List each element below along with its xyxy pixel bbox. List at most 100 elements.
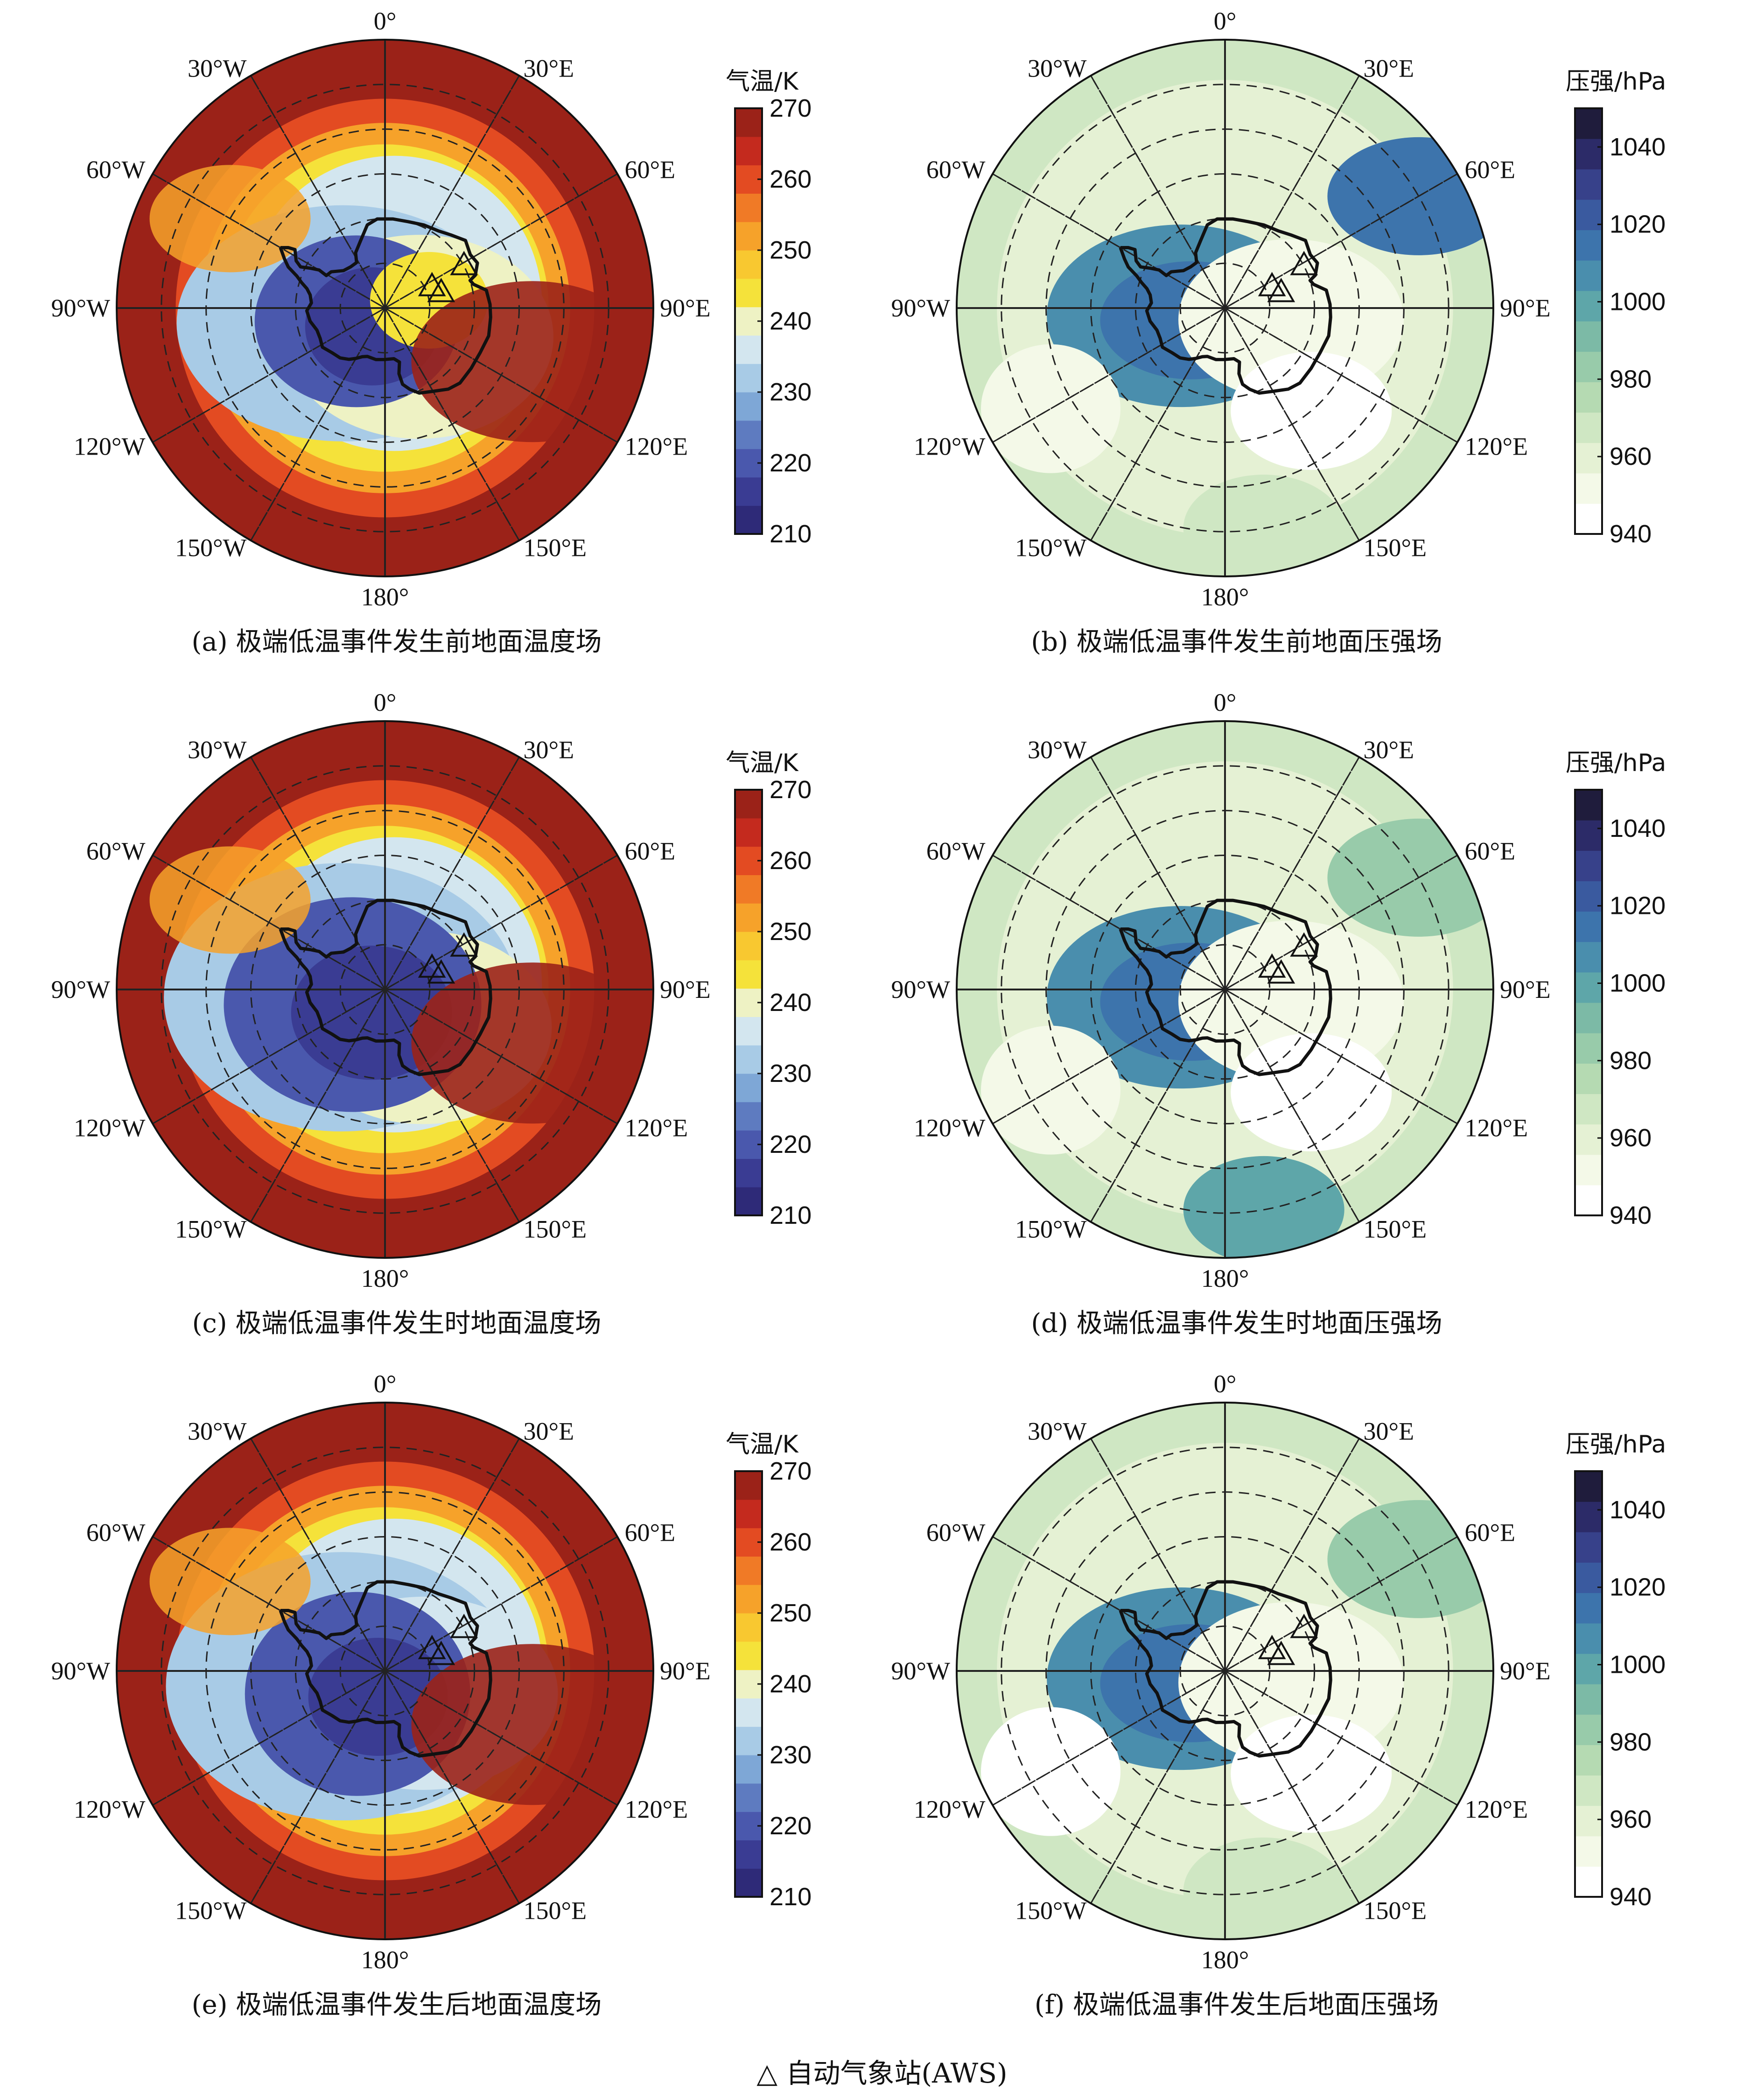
colorbar-swatch: [735, 1868, 762, 1897]
colorbar-swatch: [735, 1641, 762, 1670]
map-boundary: [956, 39, 1494, 577]
longitude-label: 30°E: [524, 736, 574, 764]
colorbar-swatch: [1575, 169, 1602, 200]
longitude-label: 60°W: [926, 156, 986, 184]
colorbar-tick-label: 270: [770, 776, 812, 804]
colorbar-swatch: [1575, 442, 1602, 474]
aws-station-triangle: [450, 1614, 478, 1638]
colorbar-tick-label: 1020: [1610, 211, 1666, 239]
colorbar-swatch: [735, 1556, 762, 1585]
longitude-label: 150°E: [524, 534, 587, 562]
colorbar-swatch: [1575, 972, 1602, 1003]
colorbar-swatch: [735, 505, 762, 534]
colorbar-swatch: [1575, 1185, 1602, 1216]
meridian-line: [1090, 75, 1360, 541]
colorbar-swatch: [1575, 503, 1602, 534]
longitude-label: 30°E: [1364, 736, 1414, 764]
meridian-line: [1090, 1438, 1360, 1904]
colorbar-swatch: [1575, 1593, 1602, 1624]
meridian-line: [152, 855, 618, 1124]
longitude-label: 150°W: [1015, 1215, 1087, 1243]
meridian-line: [992, 1536, 1458, 1806]
longitude-label: 30°W: [1028, 736, 1087, 764]
meridian-line: [992, 1536, 1458, 1806]
map-boundary: [956, 1402, 1494, 1940]
meridian-line: [250, 757, 520, 1222]
longitude-label: 90°E: [660, 975, 711, 1003]
colorbar-tick-label: 240: [770, 1670, 812, 1698]
colorbar-swatch: [1575, 1562, 1602, 1593]
antarctica-coastline: [279, 217, 492, 395]
longitude-label: 30°E: [524, 54, 574, 82]
meridian-line: [1090, 1438, 1360, 1904]
colorbar-tick-label: 220: [770, 1130, 812, 1158]
colorbar: 压强/hPa 1040 1020 1000 980 960 940: [1566, 749, 1666, 1229]
longitude-label: 90°W: [891, 1657, 950, 1685]
colorbar-tick-label: 1000: [1610, 1651, 1666, 1679]
meridian-line: [152, 1536, 618, 1806]
colorbar-swatch: [735, 790, 762, 819]
longitude-label: 150°E: [1364, 1897, 1427, 1925]
colorbar-tick-label: 220: [770, 449, 812, 477]
map-boundary: [956, 720, 1494, 1259]
colorbar-swatch: [1575, 1094, 1602, 1125]
longitude-label: 30°E: [1364, 1417, 1414, 1445]
pressure-anomaly-blob: [981, 344, 1121, 473]
colorbar-swatch: [735, 108, 762, 137]
antarctica-coastline: [1119, 217, 1332, 395]
longitude-label: 90°E: [1500, 1657, 1551, 1685]
longitude-label: 120°E: [1465, 1796, 1528, 1824]
meridian-line: [250, 757, 520, 1222]
polar-map-b: 0° 30°E 60°E 90°E 120°E 150°E 180° 150°W 120°W 90…: [891, 7, 1666, 611]
colorbar-swatch: [1575, 1653, 1602, 1684]
longitude-label: 90°W: [51, 1657, 110, 1685]
colorbar-tick-label: 960: [1610, 442, 1652, 470]
colorbar-tick-label: 260: [770, 847, 812, 875]
colorbar-swatch: [735, 136, 762, 166]
colorbar-title: 压强/hPa: [1566, 68, 1666, 96]
antarctica-coastline: [1119, 1580, 1332, 1758]
meridian-line: [250, 1438, 520, 1904]
longitude-label: 60°W: [926, 837, 986, 865]
colorbar-tick-label: 230: [770, 1741, 812, 1769]
meridian-line: [250, 757, 520, 1222]
meridian-line: [250, 757, 520, 1222]
pressure-anomaly-blob: [981, 1707, 1121, 1836]
colorbar-swatch: [735, 960, 762, 989]
colorbar-title: 气温/K: [726, 1431, 799, 1459]
aws-legend: △ 自动气象站(AWS): [756, 2057, 1008, 2089]
colorbar-swatch: [1575, 1714, 1602, 1745]
meridian-line: [992, 855, 1458, 1124]
polar-map-a: 0° 30°E 60°E 90°E 120°E 150°E 180° 150°W 120°W 90…: [51, 7, 812, 611]
aws-station-triangle: [1290, 1614, 1318, 1638]
map-panel-d: 0° 30°E 60°E 90°E 120°E 150°E 180° 150°W 120°W 90…: [840, 681, 1713, 1361]
colorbar-swatch: [1575, 199, 1602, 231]
colorbar-swatch: [735, 1187, 762, 1216]
colorbar-swatch: [735, 420, 762, 449]
field-layer: [957, 1403, 1493, 1939]
colorbar-swatch: [1575, 473, 1602, 504]
meridian-line: [152, 173, 618, 443]
longitude-label: 120°W: [914, 1114, 986, 1142]
longitude-label: 150°E: [524, 1897, 587, 1925]
meridian-line: [1090, 75, 1360, 541]
aws-station-triangle: [450, 251, 478, 275]
meridian-line: [1090, 1438, 1360, 1904]
meridian-line: [1090, 75, 1360, 541]
meridian-line: [1090, 1438, 1360, 1904]
longitude-label: 180°: [1201, 1946, 1249, 1974]
longitude-label: 150°E: [1364, 1215, 1427, 1243]
panel-caption: (c) 极端低温事件发生时地面温度场: [192, 1308, 602, 1339]
colorbar-swatch: [735, 193, 762, 222]
meridian-line: [992, 173, 1458, 443]
longitude-label: 180°: [361, 583, 409, 611]
colorbar-tick-label: 980: [1610, 1728, 1652, 1756]
map-boundary: [116, 39, 654, 577]
panel-caption: (b) 极端低温事件发生前地面压强场: [1031, 627, 1442, 657]
longitude-label: 30°E: [524, 1417, 574, 1445]
longitude-label: 150°W: [1015, 534, 1087, 562]
colorbar-swatch: [735, 477, 762, 506]
colorbar-tick-label: 250: [770, 236, 812, 264]
longitude-label: 150°W: [1015, 1897, 1087, 1925]
